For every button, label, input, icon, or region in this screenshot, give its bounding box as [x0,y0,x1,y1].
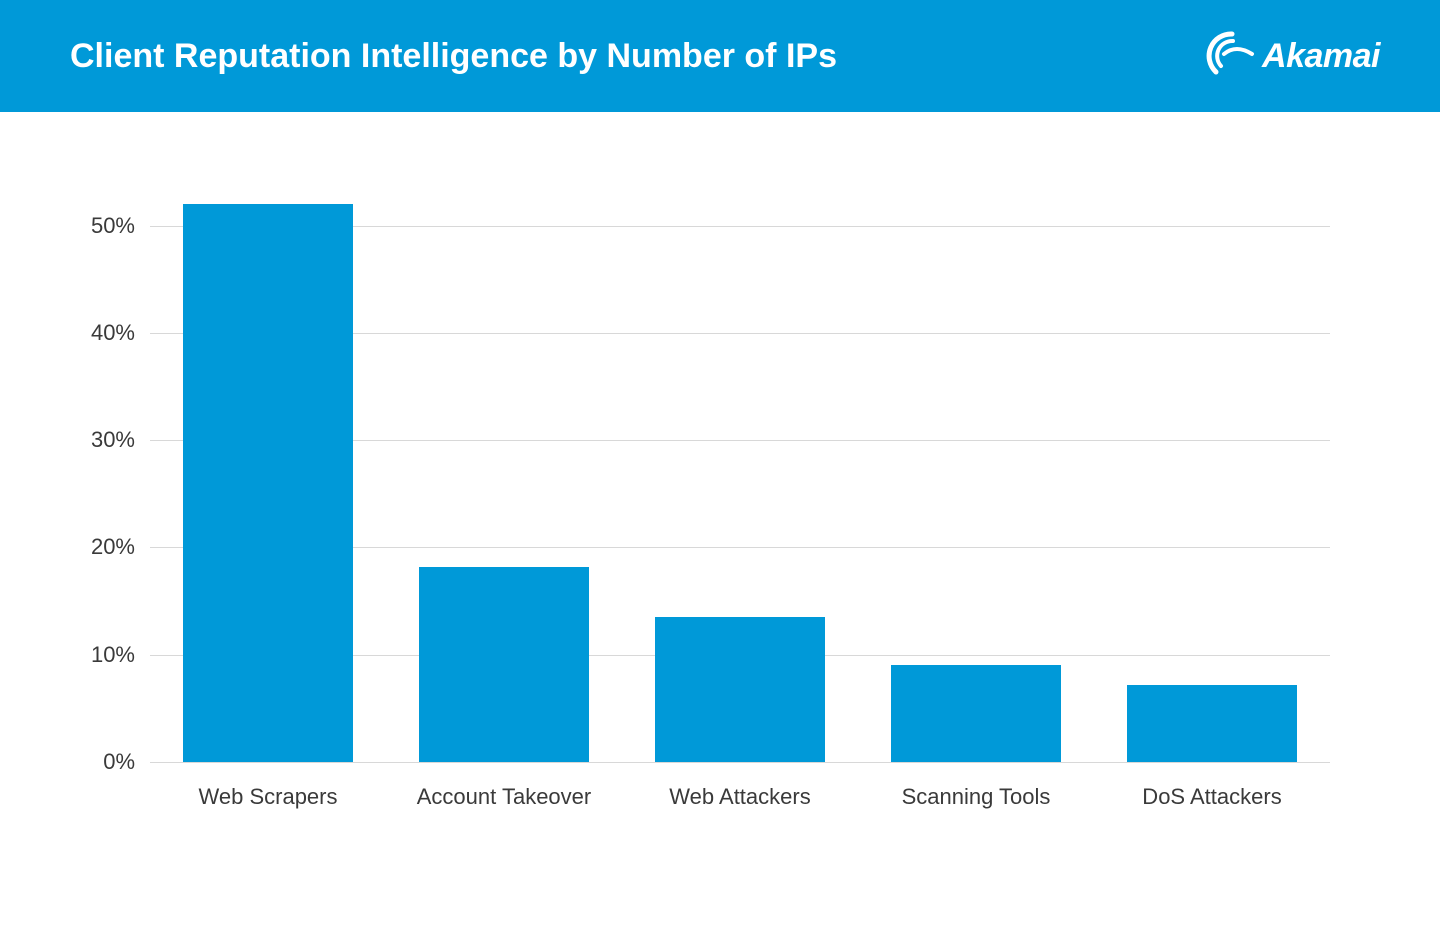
bar-slot: Scanning Tools [858,172,1094,762]
bar-slot: Web Scrapers [150,172,386,762]
bar [183,204,353,762]
y-axis-tick-label: 0% [103,749,150,775]
bar-slot: Account Takeover [386,172,622,762]
bar [891,665,1061,762]
x-axis-tick-label: Web Attackers [669,762,810,810]
bars-container: Web ScrapersAccount TakeoverWeb Attacker… [150,172,1330,762]
x-axis-tick-label: Account Takeover [417,762,591,810]
bar-chart: 0%10%20%30%40%50% Web ScrapersAccount Ta… [80,172,1360,832]
bar-slot: DoS Attackers [1094,172,1330,762]
y-axis-tick-label: 30% [91,427,150,453]
y-axis-tick-label: 50% [91,213,150,239]
y-axis-tick-label: 10% [91,642,150,668]
y-axis-tick-label: 40% [91,320,150,346]
bar [655,617,825,762]
bar [1127,685,1297,762]
akamai-wave-icon [1206,30,1258,82]
chart-header: Client Reputation Intelligence by Number… [0,0,1440,112]
brand-logo: Akamai [1206,30,1380,82]
chart-title: Client Reputation Intelligence by Number… [70,37,837,76]
plot-area: 0%10%20%30%40%50% Web ScrapersAccount Ta… [150,172,1330,762]
x-axis-tick-label: DoS Attackers [1142,762,1281,810]
x-axis-tick-label: Scanning Tools [902,762,1051,810]
x-axis-tick-label: Web Scrapers [199,762,338,810]
brand-logo-text: Akamai [1262,37,1380,76]
bar-slot: Web Attackers [622,172,858,762]
bar [419,567,589,762]
y-axis-tick-label: 20% [91,534,150,560]
